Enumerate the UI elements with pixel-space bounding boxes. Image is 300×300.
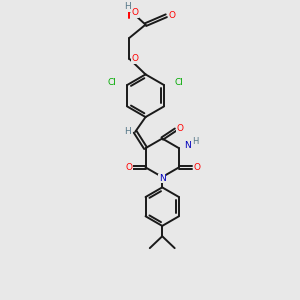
Text: Cl: Cl: [174, 78, 183, 87]
Text: Cl: Cl: [108, 78, 117, 87]
Text: O: O: [131, 8, 138, 17]
Text: N: N: [184, 141, 190, 150]
Text: O: O: [193, 163, 200, 172]
Text: O: O: [168, 11, 175, 20]
Text: O: O: [131, 54, 138, 63]
Text: O: O: [125, 163, 132, 172]
Text: O: O: [176, 124, 184, 133]
Text: H: H: [192, 137, 198, 146]
Text: H: H: [124, 2, 131, 11]
Text: H: H: [124, 128, 131, 136]
Text: N: N: [159, 174, 166, 183]
